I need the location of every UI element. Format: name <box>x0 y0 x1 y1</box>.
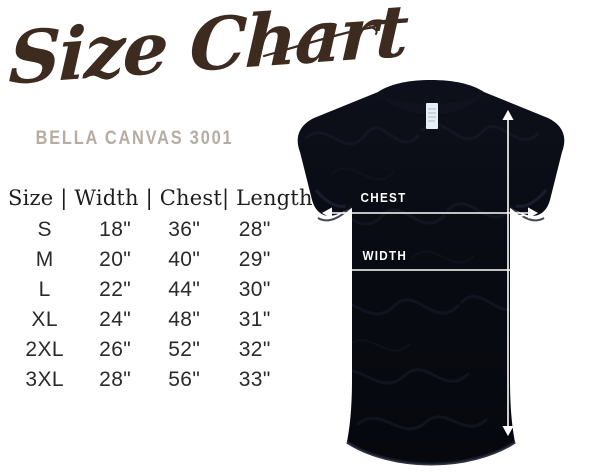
size-table: Size | Width | Chest| Length S 18" 36" 2… <box>8 186 313 395</box>
cell-chest: 40" <box>168 248 201 271</box>
cell-width: 28" <box>99 368 132 391</box>
tshirt-diagram <box>262 78 600 474</box>
cell-width: 20" <box>99 248 132 271</box>
cell-size: M <box>35 248 54 271</box>
cell-size: XL <box>31 308 58 331</box>
width-label: WIDTH <box>362 248 408 263</box>
cell-size: 2XL <box>25 338 64 361</box>
chest-label: CHEST <box>360 190 407 205</box>
cell-width: 26" <box>99 338 132 361</box>
shirt-hem <box>346 440 516 466</box>
shirt-body <box>297 80 565 464</box>
tshirt-illustration <box>297 80 565 466</box>
table-header-row: Size | Width | Chest| Length <box>8 186 313 210</box>
subtitle-brand: BELLA CANVAS 3001 <box>35 128 234 149</box>
cell-length: 28" <box>238 218 271 241</box>
cell-chest: 36" <box>168 218 201 241</box>
shirt-collar <box>378 92 484 114</box>
cell-length: 32" <box>238 338 271 361</box>
table-row: 3XL 28" 56" 33" <box>8 365 290 395</box>
table-row: L 22" 44" 30" <box>8 275 290 305</box>
cell-length: 29" <box>238 248 271 271</box>
sleeve-cuffs <box>314 189 548 208</box>
cell-size: L <box>38 278 51 301</box>
cell-chest: 44" <box>168 278 201 301</box>
cell-length: 30" <box>238 278 271 301</box>
cell-width: 24" <box>99 308 132 331</box>
table-row: M 20" 40" 29" <box>8 245 290 275</box>
length-label: LENGTH <box>511 212 527 269</box>
cell-chest: 52" <box>168 338 201 361</box>
cell-length: 33" <box>238 368 271 391</box>
fabric-texture <box>304 122 540 431</box>
cell-size: 3XL <box>25 368 64 391</box>
cell-chest: 56" <box>168 368 201 391</box>
care-tag-icon <box>426 103 438 129</box>
cell-width: 22" <box>99 278 132 301</box>
table-row: S 18" 36" 28" <box>8 215 290 245</box>
table-row: 2XL 26" 52" 32" <box>8 335 290 365</box>
cell-size: S <box>37 218 52 241</box>
table-row: XL 24" 48" 31" <box>8 305 290 335</box>
cell-length: 31" <box>238 308 271 331</box>
cell-chest: 48" <box>168 308 201 331</box>
cell-width: 18" <box>99 218 132 241</box>
